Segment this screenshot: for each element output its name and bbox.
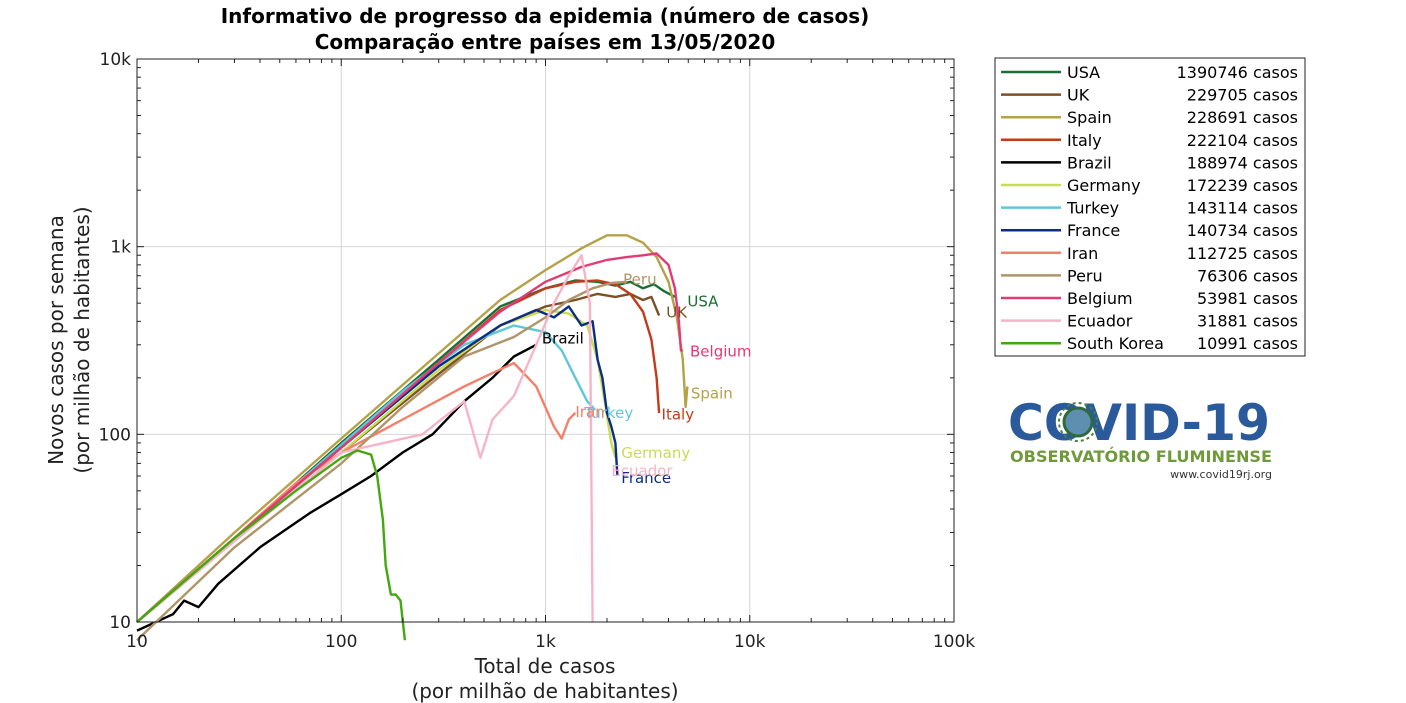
series-label: Turkey bbox=[583, 404, 633, 422]
legend-series-name: Germany bbox=[1067, 176, 1141, 195]
x-tick-label: 10k bbox=[734, 632, 766, 652]
legend-series-total: 172239 casos bbox=[1187, 176, 1298, 195]
series-label: Spain bbox=[691, 385, 733, 403]
y-tick-label: 10k bbox=[100, 50, 132, 70]
legend-series-name: UK bbox=[1067, 86, 1090, 105]
legend-series-name: Peru bbox=[1067, 266, 1103, 285]
axis-ticks: 10 100 1k 10k 100k 10 100 1k 10k bbox=[99, 50, 976, 652]
legend-series-total: 1390746 casos bbox=[1177, 63, 1298, 82]
series-label: Iran bbox=[575, 403, 604, 421]
legend-series-total: 188974 casos bbox=[1187, 153, 1298, 172]
legend-series-total: 143114 casos bbox=[1187, 199, 1298, 218]
legend-series-total: 112725 casos bbox=[1187, 244, 1298, 263]
chart-subtitle: Comparação entre países em 13/05/2020 bbox=[315, 30, 776, 54]
legend-series-total: 229705 casos bbox=[1187, 86, 1298, 105]
legend-series-name: Spain bbox=[1067, 108, 1112, 127]
legend-series-total: 140734 casos bbox=[1187, 221, 1298, 240]
legend-series-name: France bbox=[1067, 221, 1120, 240]
series-label: Ecuador bbox=[611, 462, 673, 480]
legend-series-total: 76306 casos bbox=[1197, 266, 1298, 285]
legend-series-name: Ecuador bbox=[1067, 312, 1133, 331]
y-tick-label: 10 bbox=[109, 613, 131, 633]
legend-series-name: Brazil bbox=[1067, 153, 1112, 172]
logo-title: COVID-19 bbox=[1008, 394, 1270, 452]
legend-series-name: South Korea bbox=[1067, 334, 1164, 353]
y-axis-label-units: (por milhão de habitantes) bbox=[70, 206, 94, 473]
series-label: Brazil bbox=[542, 329, 584, 347]
x-axis-label-units: (por milhão de habitantes) bbox=[411, 679, 678, 703]
chart-title: Informativo de progresso da epidemia (nú… bbox=[221, 4, 870, 28]
series-line-germany bbox=[136, 308, 617, 623]
logo-url: www.covid19rj.org bbox=[1170, 468, 1272, 481]
y-axis-label: Novos casos por semana bbox=[44, 215, 68, 465]
legend-series-name: USA bbox=[1067, 63, 1100, 82]
covid19-logo: COVID-19 OBSERVATÓRIO FLUMINENSE www.cov… bbox=[1008, 394, 1272, 481]
x-tick-label: 100k bbox=[933, 632, 975, 652]
legend-series-total: 31881 casos bbox=[1197, 312, 1298, 331]
legend-series-total: 53981 casos bbox=[1197, 289, 1298, 308]
series-line-belgium bbox=[136, 252, 683, 623]
legend-series-total: 10991 casos bbox=[1197, 334, 1298, 353]
series-label: Belgium bbox=[690, 342, 752, 360]
x-axis-label: Total de casos bbox=[474, 654, 616, 678]
x-tick-label: 100 bbox=[325, 632, 357, 652]
x-tick-label: 1k bbox=[535, 632, 556, 652]
legend-series-total: 222104 casos bbox=[1187, 131, 1298, 150]
x-tick-label: 10 bbox=[126, 632, 148, 652]
legend-series-name: Turkey bbox=[1066, 199, 1119, 218]
series-label: USA bbox=[687, 292, 719, 310]
series-label: UK bbox=[666, 303, 688, 321]
legend: USA 1390746 casos UK 229705 casos Spain 22869… bbox=[994, 57, 1306, 357]
series-line-spain bbox=[136, 234, 689, 623]
y-tick-label: 1k bbox=[110, 238, 131, 258]
logo-subtitle: OBSERVATÓRIO FLUMINENSE bbox=[1010, 447, 1272, 466]
series-line-iran bbox=[136, 361, 577, 623]
legend-series-name: Iran bbox=[1067, 244, 1098, 263]
virus-icon bbox=[1058, 402, 1098, 442]
series-lines bbox=[136, 234, 689, 642]
legend-series-total: 228691 casos bbox=[1187, 108, 1298, 127]
y-tick-label: 100 bbox=[99, 425, 131, 445]
legend-series-name: Italy bbox=[1067, 131, 1102, 150]
series-line-south-korea bbox=[136, 449, 407, 641]
series-label: France bbox=[621, 469, 671, 487]
series-line-ecuador bbox=[136, 254, 594, 623]
series-label: Germany bbox=[621, 444, 690, 462]
series-line-france bbox=[136, 305, 619, 623]
series-label: Italy bbox=[662, 405, 695, 423]
series-label: Peru bbox=[623, 270, 656, 288]
series-line-peru bbox=[136, 280, 627, 642]
legend-series-name: Belgium bbox=[1067, 289, 1133, 308]
series-line-brazil bbox=[136, 343, 537, 632]
